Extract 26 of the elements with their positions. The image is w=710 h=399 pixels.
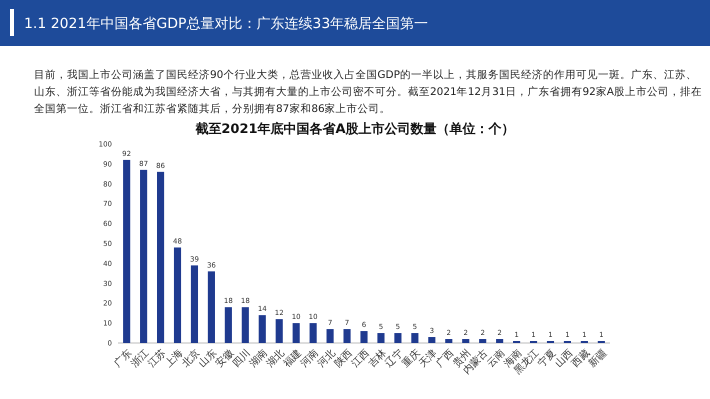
- bar: [156, 172, 164, 343]
- bar: [462, 339, 470, 343]
- bar: [496, 339, 504, 343]
- bar: [479, 339, 486, 343]
- bar: [394, 333, 402, 343]
- bar: [411, 333, 418, 343]
- bar: [276, 319, 283, 343]
- bar: [123, 160, 130, 343]
- bar: [190, 265, 198, 343]
- bar: [224, 307, 232, 343]
- bar: [343, 329, 351, 343]
- bar: [326, 329, 334, 343]
- bar: [310, 323, 317, 343]
- bar: [174, 247, 182, 343]
- bar: [140, 170, 148, 343]
- bar: [258, 315, 266, 343]
- bar: [360, 331, 368, 343]
- text: 目前，我国上市公司涵盖了国民经济90个行业大类，总营业收入占全国GDP的一半以上，其服务国民经济的作用可见一斑。广东、江苏、山东、浙江等省份能成为我国经济大省，与其拥有大量的上市公司密不可分。截至2021年12月31日，广东省拥有92家A股上市公司，排在全国第一位。浙江省和江苏省紧随其后，分别拥有87家和86家上市公司。: [34, 68, 702, 115]
- bar: [428, 337, 436, 343]
- text: 1.1 2021年中国各省GDP总量对比：广东连续33年稳居全国第一: [24, 16, 428, 32]
- bar: [292, 323, 300, 343]
- bar: [377, 333, 385, 343]
- bar: [445, 339, 452, 343]
- bar: [242, 307, 249, 343]
- bar: [208, 271, 215, 343]
- chart-title: 截至2021年底中国各省A股上市公司数量（单位：个）: [194, 121, 515, 137]
